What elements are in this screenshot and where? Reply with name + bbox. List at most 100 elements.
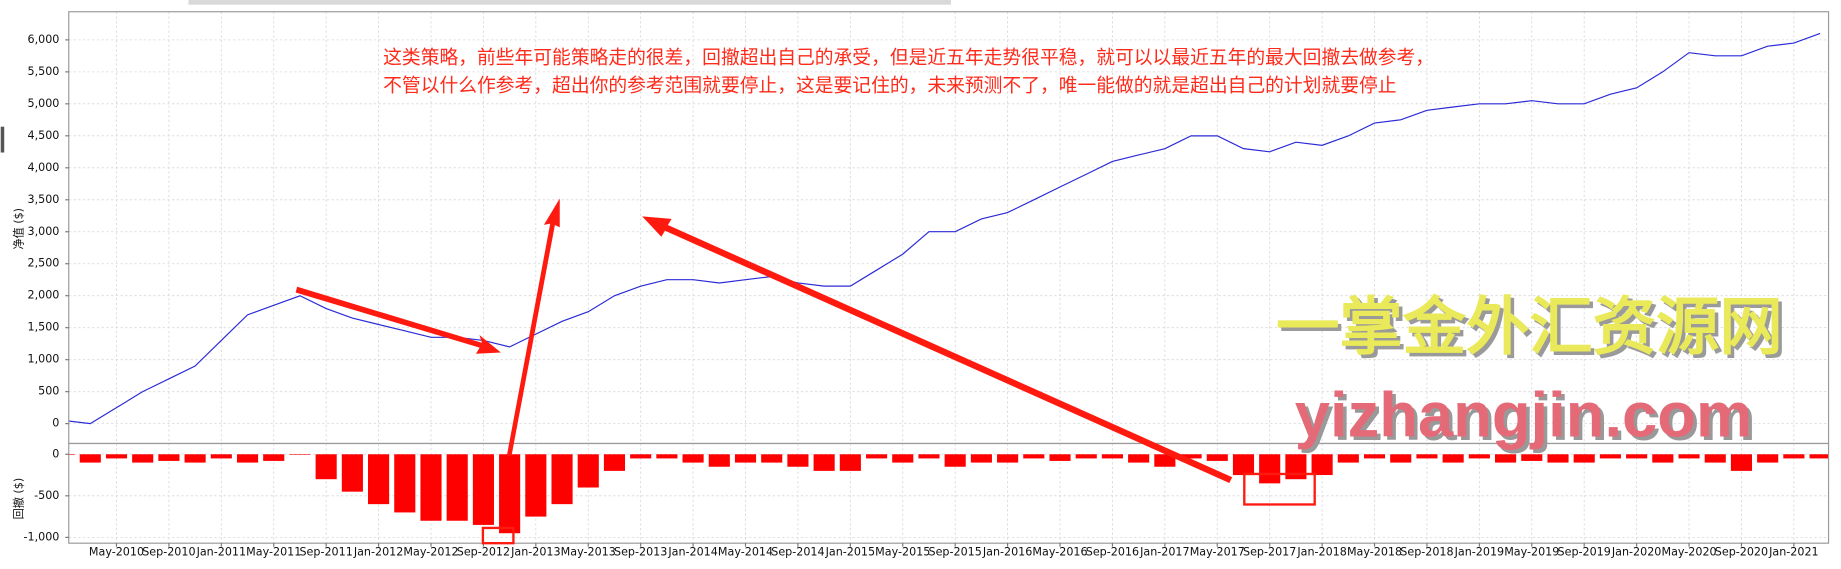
x-tick-label: Sep-2017 (1243, 546, 1296, 559)
drawdown-bar (1311, 454, 1333, 476)
drawdown-bar (1495, 454, 1517, 463)
drawdown-bar (708, 454, 730, 467)
y-tick-label: 6,000 (28, 33, 60, 46)
y-tick-label: 0 (52, 447, 59, 460)
x-tick-label: Jan-2016 (982, 546, 1032, 559)
drawdown-bar (1468, 454, 1490, 459)
y-tick-label: 500 (38, 385, 59, 398)
drawdown-bar (1757, 454, 1779, 463)
drawdown-bar (184, 454, 206, 463)
x-tick-label: Sep-2012 (457, 546, 510, 559)
drawdown-bar (1730, 454, 1753, 471)
x-tick-label: Sep-2018 (1400, 546, 1453, 559)
series (68, 32, 1821, 425)
annotation: 不管以什么作参考，超出你的参考范围就要停止，这是要记住的，未来预测不了，唯一能做… (383, 75, 1396, 97)
y-tick-label: 4,500 (28, 129, 60, 142)
y-axis-title: 回撤 ($) (11, 478, 25, 520)
y-tick-label: 4,000 (28, 161, 60, 174)
x-tick-label: Jan-2011 (196, 546, 246, 559)
x-tick-label: Jan-2015 (825, 546, 875, 559)
x-tick-label: Jan-2012 (353, 546, 403, 559)
drawdown-bar (1180, 454, 1202, 459)
x-tick-label: Jan-2017 (1139, 546, 1189, 559)
drawdown-bar (813, 454, 835, 471)
y-tick-label: 5,500 (28, 65, 60, 78)
drawdown-bar (368, 454, 390, 505)
x-tick-label: Jan-2013 (510, 546, 560, 559)
text-layer: 净值 ($) 回撤 ($) 这类策略，前些年可能策略走的很差，回撤超出自己的承受… (11, 33, 1818, 559)
x-tick-label: May-2015 (875, 546, 930, 559)
drawdown-bar (210, 454, 232, 459)
drawdown-bar (1232, 454, 1255, 476)
y-tick-label: 2,000 (28, 289, 60, 302)
y-tick-label: 2,500 (28, 257, 60, 270)
toolbar-strip (188, 0, 952, 5)
x-tick-label: Sep-2020 (1715, 546, 1768, 559)
drawdown-bar (918, 454, 940, 459)
drawdown-bar (1363, 454, 1386, 459)
drawdown-bar (1626, 454, 1648, 459)
drawdown-bar (656, 454, 678, 459)
drawdown-bar (1049, 454, 1071, 461)
data-layer (68, 32, 1829, 534)
drawdown-bar (1521, 454, 1543, 461)
drawdown-bar (839, 454, 861, 471)
x-tick-label: Sep-2016 (1086, 546, 1139, 559)
drawdown-bar (1023, 454, 1045, 459)
drawdown-bar (603, 454, 626, 471)
x-tick-label: May-2017 (1190, 546, 1245, 559)
x-tick-label: Jan-2018 (1296, 546, 1346, 559)
series (68, 454, 1829, 534)
highlight-box (1243, 472, 1316, 506)
drawdown-bar (236, 454, 259, 463)
drawdown-bar (341, 454, 363, 492)
x-tick-label: Sep-2014 (771, 546, 824, 559)
drawdown-bar (865, 454, 888, 459)
drawdown-bar (132, 454, 154, 463)
drawdown-bar (1075, 454, 1097, 459)
x-tick-label: Jan-2014 (667, 546, 717, 559)
x-tick-label: Sep-2013 (614, 546, 667, 559)
x-tick-label: Jan-2019 (1454, 546, 1504, 559)
y-tick-label: 3,000 (28, 225, 60, 238)
x-tick-label: Sep-2010 (142, 546, 195, 559)
y-tick-label: 1,000 (28, 353, 60, 366)
drawdown-bar (1442, 454, 1464, 463)
y-tick-label: 3,500 (28, 193, 60, 206)
drawdown-bar (1783, 454, 1805, 459)
x-tick-label: May-2013 (561, 546, 616, 559)
drawdown-bar (682, 454, 704, 463)
drawdown-bar (446, 454, 468, 521)
drawdown-bar (1704, 454, 1726, 463)
equity-line (68, 32, 1821, 425)
x-tick-label: May-2020 (1661, 546, 1716, 559)
drawdown-bar (1809, 454, 1829, 459)
x-tick-label: May-2011 (246, 546, 301, 559)
drawdown-bar (68, 454, 75, 455)
drawdown-bar (1390, 454, 1412, 463)
x-tick-label: Sep-2011 (300, 546, 353, 559)
drawdown-bar (761, 454, 783, 463)
drawdown-bar (105, 454, 128, 459)
y-tick-label: -500 (34, 489, 59, 502)
drawdown-bar (1573, 454, 1595, 463)
drawdown-bar (1337, 454, 1359, 463)
drawdown-bar (630, 454, 652, 459)
drawdown-bar (1599, 454, 1621, 459)
annotation: 这类策略，前些年可能策略走的很差，回撤超出自己的承受，但是近五年走势很平稳，就可… (383, 46, 1434, 68)
drawdown-bar (420, 454, 442, 521)
x-tick-label: Jan-2021 (1768, 546, 1818, 559)
drawdown-bar (315, 454, 337, 480)
arrow (642, 216, 1233, 483)
x-tick-label: May-2016 (1032, 546, 1087, 559)
drawdown-bar (263, 454, 285, 461)
y-tick-label: -1,000 (23, 530, 59, 543)
drawdown-bar (997, 454, 1019, 463)
drawdown-bar (1416, 454, 1438, 459)
y-axis-title: 净值 ($) (11, 208, 25, 250)
bottom-frame (68, 442, 1830, 544)
watermark-shadow: 一掌金外汇资源网 (1279, 293, 1786, 367)
watermark: yizhangjin.com (1295, 380, 1753, 450)
